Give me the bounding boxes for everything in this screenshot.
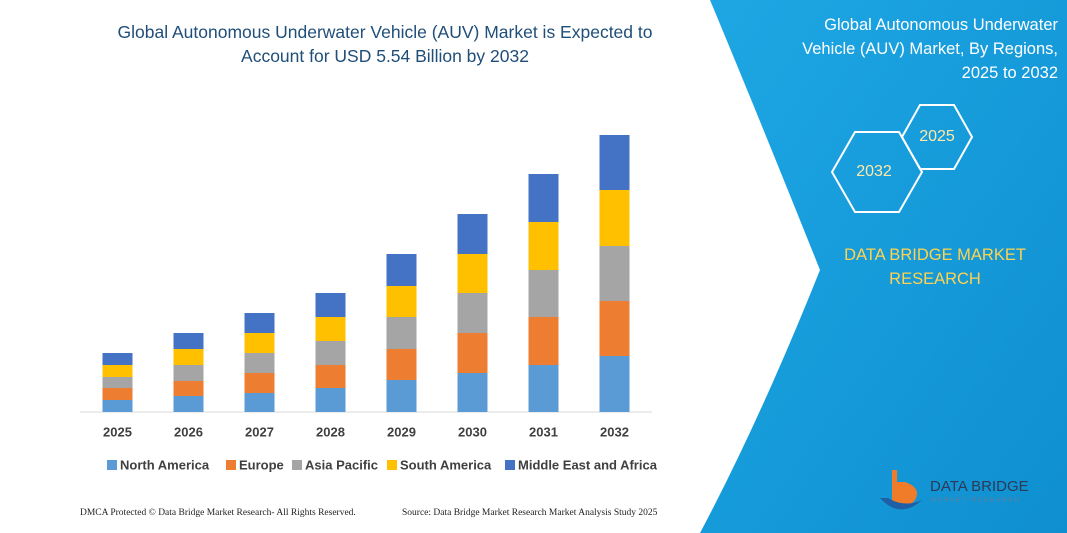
bar-segment bbox=[386, 286, 417, 317]
bar-segment bbox=[102, 365, 133, 377]
bar-segment bbox=[173, 333, 204, 349]
bar-segment bbox=[173, 365, 204, 381]
bar-segment bbox=[457, 254, 488, 293]
footer-right: Source: Data Bridge Market Research Mark… bbox=[402, 508, 658, 518]
bar-segment bbox=[244, 373, 275, 393]
legend-swatch bbox=[226, 460, 236, 470]
legend-label: South America bbox=[400, 457, 492, 472]
side-panel bbox=[700, 0, 1067, 533]
bar-segment bbox=[528, 317, 559, 365]
legend-swatch bbox=[107, 460, 117, 470]
brand: DATA BRIDGE MARKET RESEARCH bbox=[844, 246, 1026, 288]
bar-segment bbox=[173, 396, 204, 412]
x-tick-label: 2032 bbox=[600, 424, 629, 439]
footer-left: DMCA Protected © Data Bridge Market Rese… bbox=[80, 508, 356, 518]
bar-segment bbox=[315, 293, 346, 317]
bar-segment bbox=[244, 353, 275, 373]
bar-segment bbox=[315, 341, 346, 365]
bar-segment bbox=[386, 317, 417, 349]
legend-label: North America bbox=[120, 457, 210, 472]
chart-title: Global Autonomous Underwater Vehicle (AU… bbox=[117, 22, 653, 66]
x-tick-label: 2027 bbox=[245, 424, 274, 439]
bar-segment bbox=[244, 333, 275, 353]
logo-tagline: MARKET RESEARCH bbox=[931, 498, 1021, 504]
bar-segment bbox=[457, 214, 488, 254]
bar-segment bbox=[599, 135, 630, 190]
legend-label: Asia Pacific bbox=[305, 457, 378, 472]
x-tick-label: 2030 bbox=[458, 424, 487, 439]
bar-segment bbox=[315, 388, 346, 412]
logo: DATA BRIDGE MARKET RESEARCH bbox=[880, 470, 1029, 510]
x-tick-label: 2026 bbox=[174, 424, 203, 439]
bar-segment bbox=[599, 246, 630, 301]
bar-segment bbox=[102, 377, 133, 388]
x-tick-label: 2028 bbox=[316, 424, 345, 439]
x-tick-label: 2029 bbox=[387, 424, 416, 439]
bar-segment bbox=[599, 301, 630, 356]
legend-swatch bbox=[292, 460, 302, 470]
bar-segment bbox=[386, 349, 417, 380]
logo-icon bbox=[892, 470, 918, 508]
legend-label: Middle East and Africa bbox=[518, 457, 658, 472]
bar-segment bbox=[386, 380, 417, 412]
legend-swatch bbox=[387, 460, 397, 470]
bar-segment bbox=[457, 373, 488, 412]
bar-segment bbox=[457, 293, 488, 333]
bar-segment bbox=[102, 353, 133, 365]
logo-name: DATA BRIDGE bbox=[930, 478, 1029, 495]
bar-segment bbox=[102, 400, 133, 412]
bar-segment bbox=[599, 190, 630, 246]
bar-segment bbox=[173, 381, 204, 396]
bar-segment bbox=[315, 317, 346, 341]
hexagon bbox=[830, 131, 924, 213]
bar-segment bbox=[244, 393, 275, 412]
badge: 2032 bbox=[856, 163, 892, 180]
x-tick-label: 2031 bbox=[529, 424, 558, 439]
hexagon bbox=[900, 104, 974, 170]
bar-segment bbox=[173, 349, 204, 365]
panel-title: Global Autonomous Underwater Vehicle (AU… bbox=[802, 16, 1058, 82]
bar-segment bbox=[386, 254, 417, 286]
bar-segment bbox=[528, 222, 559, 270]
badge: 2025 bbox=[919, 128, 955, 145]
logo-icon bbox=[880, 498, 922, 510]
bar-segment bbox=[528, 174, 559, 222]
legend-label: Europe bbox=[239, 457, 284, 472]
x-tick-label: 2025 bbox=[103, 424, 132, 439]
bar-segment bbox=[457, 333, 488, 373]
bar-segment bbox=[315, 365, 346, 388]
bar-segment bbox=[102, 388, 133, 400]
legend-swatch bbox=[505, 460, 515, 470]
bar-segment bbox=[599, 356, 630, 412]
bar-segment bbox=[528, 365, 559, 412]
bar-segment bbox=[528, 270, 559, 317]
bar-segment bbox=[244, 313, 275, 333]
